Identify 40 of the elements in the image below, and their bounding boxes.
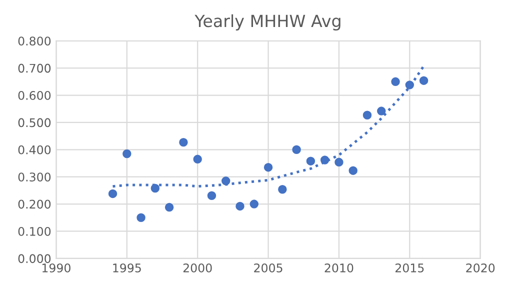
x-tick-label: 2010 xyxy=(324,263,354,272)
point xyxy=(193,154,202,164)
point xyxy=(221,176,230,186)
y-tick-label: 0.200 xyxy=(18,200,51,209)
point xyxy=(150,184,160,193)
y-tick-label: 0.800 xyxy=(18,36,51,46)
point xyxy=(334,158,344,167)
point xyxy=(405,80,414,90)
point xyxy=(236,202,244,211)
point xyxy=(179,138,188,147)
point xyxy=(419,76,428,85)
x-tick-label: 2000 xyxy=(183,263,212,272)
point xyxy=(108,189,118,198)
point xyxy=(250,200,259,208)
y-tick-label: 0.600 xyxy=(18,90,51,100)
x-tick-label: 2020 xyxy=(466,263,495,272)
point xyxy=(362,110,372,120)
y-tick-label: 0.500 xyxy=(18,118,51,128)
y-tick-label: 0.700 xyxy=(18,64,51,73)
y-tick-label: 0.300 xyxy=(18,172,51,182)
point xyxy=(391,77,400,86)
point xyxy=(320,156,330,164)
point xyxy=(164,202,174,212)
x-tick-label: 1990 xyxy=(42,263,70,272)
chart-title: Yearly MHHW Avg xyxy=(194,14,340,30)
point xyxy=(306,156,316,166)
x-tick-label: 1995 xyxy=(113,263,141,272)
point xyxy=(348,166,358,175)
x-tick-label: 2015 xyxy=(395,263,424,272)
x-tick-label: 2005 xyxy=(254,263,282,272)
point xyxy=(292,145,301,154)
point xyxy=(278,184,287,194)
point xyxy=(264,162,273,172)
point xyxy=(207,191,216,200)
y-tick-label: 0.400 xyxy=(18,145,51,154)
y-tick-label: 0.000 xyxy=(18,254,51,264)
point xyxy=(377,106,386,116)
y-tick-label: 0.100 xyxy=(18,226,51,236)
point xyxy=(136,213,146,222)
point xyxy=(122,149,132,158)
